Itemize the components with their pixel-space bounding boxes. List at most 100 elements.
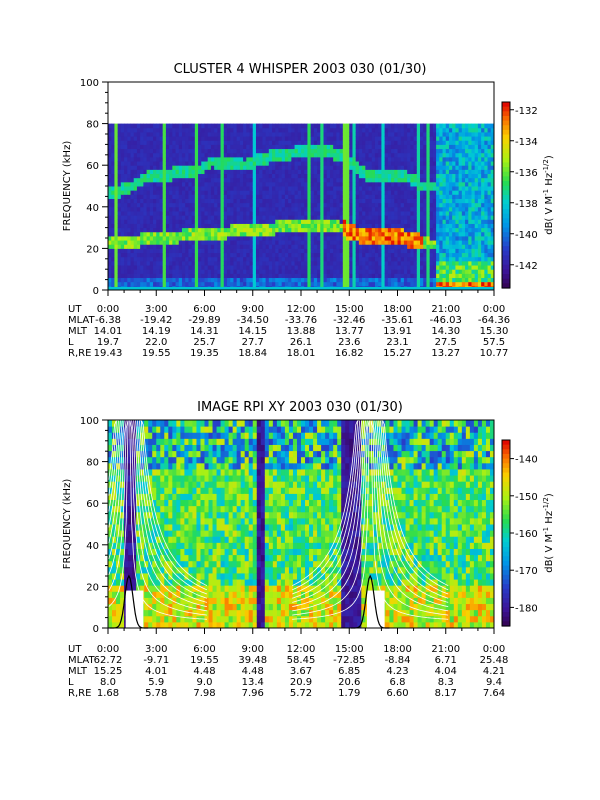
spectrogram-cell (204, 190, 209, 195)
spectrogram-cell (432, 269, 437, 274)
spectrogram-cell (301, 265, 305, 270)
spectrogram-cell (445, 136, 450, 141)
spectrogram-cell (346, 252, 350, 258)
spectrogram-cell (243, 223, 247, 229)
spectrogram-cell (301, 198, 305, 204)
spectrogram-cell (214, 144, 218, 150)
spectrogram-cell (471, 206, 476, 212)
spectrogram-cell (481, 256, 485, 262)
spectrogram-cell (371, 136, 376, 141)
spectrogram-cell (333, 265, 337, 270)
spectrogram-cell (391, 202, 395, 208)
spectrogram-cell (342, 127, 347, 133)
spectrogram-cell (333, 231, 337, 237)
spectrogram-cell (227, 136, 231, 141)
spectrogram-cell (384, 215, 389, 220)
spectrogram-cell (162, 231, 167, 237)
spectrogram-cell (165, 269, 170, 274)
spectrogram-cell (114, 256, 119, 262)
spectrogram-cell (159, 169, 164, 175)
spectrogram-cell (420, 161, 424, 166)
spectrogram-cell (352, 227, 357, 233)
spectrogram-cell (108, 131, 112, 137)
ephemeris-label: MLT (68, 326, 88, 337)
spectrogram-cell (162, 252, 167, 258)
spectrogram-cell (346, 144, 350, 150)
spectrogram-cell (310, 281, 315, 287)
spectrogram-cell (391, 240, 395, 245)
spectrogram-cell (297, 277, 302, 283)
spectrogram-cell (133, 156, 138, 162)
spectrogram-cell (233, 140, 238, 145)
spectrogram-cell (255, 210, 260, 216)
spectrogram-cell (304, 198, 308, 204)
spectrogram-cell (304, 240, 308, 245)
spectrogram-cell (198, 235, 202, 241)
spectrogram-cell (262, 206, 267, 212)
spectrogram-cell (275, 202, 279, 208)
spectrogram-cell (317, 152, 321, 158)
spectrogram-cell (387, 190, 392, 195)
spectrogram-cell (304, 219, 308, 224)
spectrogram-cell (214, 190, 218, 195)
spectrogram-cell (239, 265, 244, 270)
spectrogram-cell (429, 198, 434, 204)
spectrogram-cell (465, 198, 469, 204)
spectrogram-cell (220, 169, 225, 175)
spectrogram-cell (403, 269, 408, 274)
spectrogram-cell (397, 219, 402, 224)
spectrogram-cell (136, 186, 141, 191)
spectrogram-cell (143, 173, 148, 179)
spectrogram-cell (111, 235, 115, 241)
spectrogram-cell (246, 177, 251, 183)
spectrogram-cell (130, 202, 135, 208)
spectrogram-cell (374, 136, 379, 141)
spectrogram-cell (127, 181, 132, 187)
spectrogram-cell (423, 156, 427, 162)
spectrogram-cell (188, 240, 193, 245)
spectrogram-cell (143, 269, 148, 274)
spectrogram-cell (204, 244, 209, 249)
spectrogram-cell (381, 206, 386, 212)
spectrogram-cell (403, 281, 408, 287)
spectrogram-cell (477, 136, 482, 141)
spectrogram-cell (149, 165, 154, 170)
spectrogram-cell (297, 256, 302, 262)
spectrogram-cell (146, 244, 151, 249)
spectrogram-cell (461, 215, 466, 220)
spectrogram-cell (194, 273, 199, 279)
spectrogram-cell (127, 256, 132, 262)
spectrogram-cell (346, 190, 350, 195)
spectrogram-cell (153, 219, 157, 224)
spectrogram-cell (410, 244, 415, 249)
spectrogram-cell (165, 186, 170, 191)
spectrogram-cell (333, 127, 337, 133)
spectrogram-cell (136, 269, 141, 274)
spectrogram-cell (201, 198, 205, 204)
spectrogram-cell (288, 198, 292, 204)
spectrogram-cell (249, 194, 254, 199)
spectrogram-cell (210, 198, 215, 204)
spectrogram-cell (474, 173, 479, 179)
spectrogram-cell (349, 169, 353, 175)
spectrogram-cell (387, 127, 392, 133)
spectrogram-cell (326, 240, 331, 245)
spectrogram-cell (416, 219, 421, 224)
spectrogram-cell (156, 219, 160, 224)
spectrogram-cell (436, 269, 440, 274)
spectrogram-cell (194, 194, 199, 199)
spectrogram-cell (403, 152, 408, 158)
spectrogram-cell (165, 140, 170, 145)
spectrogram-cell (140, 265, 144, 270)
spectrogram-cell (394, 260, 398, 266)
spectrogram-cell (188, 202, 193, 208)
spectrogram-cell (371, 131, 376, 137)
spectrogram-cell (365, 161, 370, 166)
spectrogram-cell (284, 227, 289, 233)
spectrogram-cell (210, 231, 215, 237)
spectrogram-cell (272, 198, 276, 204)
spectrogram-cell (413, 252, 418, 258)
spectrogram-cell (220, 194, 225, 199)
spectrogram-cell (108, 603, 113, 611)
spectrogram-cell (156, 152, 160, 158)
